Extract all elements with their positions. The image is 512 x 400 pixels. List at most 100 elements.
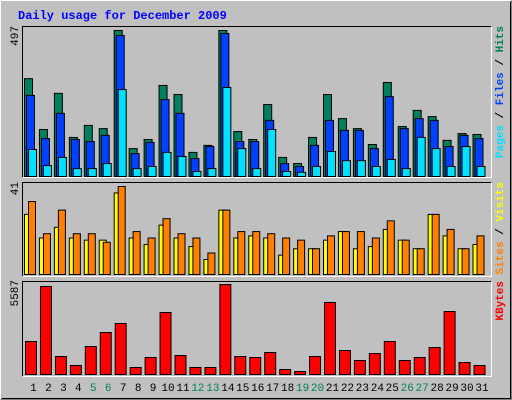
bar [114,322,127,375]
chart-title: Daily usage for December 2009 [18,9,227,23]
bar [147,166,157,177]
bar [192,171,202,178]
x-tick-label: 5 [90,383,97,395]
bar [267,128,277,177]
x-tick-label: 31 [475,383,489,395]
x-tick-label: 2 [45,383,52,395]
bar [174,354,187,375]
x-tick-label: 23 [356,383,369,395]
bar [297,171,307,178]
legend-entry: Visits [495,182,507,222]
x-tick-label: 25 [386,383,399,395]
bar [28,148,37,178]
x-tick-label: 6 [105,383,112,395]
x-tick-label: 11 [176,383,190,395]
bar [249,357,262,375]
legend: KBytes [495,281,507,321]
legend-entry: Pages [495,125,507,158]
bar [312,166,322,177]
bar [207,168,217,177]
x-tick-label: 22 [341,383,354,395]
bar [132,231,141,275]
legend-separator: / [495,222,507,242]
bar [159,311,172,375]
x-tick-label: 17 [266,383,279,395]
bar [129,366,142,376]
bar [356,160,366,178]
panel-edge-light [22,281,492,377]
y-tick-label: 497 [10,26,22,46]
bar [72,233,81,275]
bar [189,366,202,376]
bar [162,151,172,177]
x-tick-label: 26 [401,383,414,395]
bar [237,231,246,275]
bar [222,209,231,275]
bar [102,241,111,275]
bar [252,168,262,177]
x-tick-label: 4 [75,383,82,395]
bar [99,332,112,376]
x-tick-label: 13 [206,383,219,395]
bar [327,151,336,177]
bar [341,160,351,178]
bar [461,146,471,178]
x-tick-label: 1 [30,383,37,395]
bar [207,252,216,276]
x-tick-label: 9 [150,383,157,395]
bar [222,86,232,177]
bar [446,228,455,276]
bar [279,369,292,375]
bar [57,156,67,177]
x-tick-label: 7 [120,383,127,395]
bar [446,166,456,177]
panel-edge-dark [22,26,492,178]
bar [87,233,96,275]
x-tick-label: 19 [296,383,309,395]
bar [28,201,36,275]
bar [473,364,486,376]
bar [25,340,37,375]
bar [69,364,82,376]
x-tick-label: 8 [135,383,142,395]
bar [383,340,396,375]
bar [356,231,365,275]
legend-entry: Hits [495,26,507,52]
x-tick-label: 10 [161,383,174,395]
bar [252,231,261,275]
bar [398,360,411,376]
legend-separator: / [495,52,507,72]
bar [353,360,366,376]
bar [162,218,171,276]
legend-entry: Sites [495,241,507,274]
bar [117,89,127,177]
bar [416,136,426,178]
x-tick-label: 3 [60,383,67,395]
x-tick-label: 27 [416,383,429,395]
bar [87,168,97,177]
legend-separator: / [495,105,507,125]
bar [132,168,142,177]
bar [416,248,425,275]
legend-entry: Files [495,72,507,105]
x-tick-label: 20 [311,383,324,395]
bar [39,285,52,375]
bar [309,356,322,375]
bar [476,235,485,276]
bar [57,209,66,275]
x-tick-label: 24 [371,383,385,395]
x-tick-label: 16 [251,383,264,395]
x-tick-label: 28 [431,383,444,395]
x-tick-label: 15 [236,383,249,395]
x-tick-label: 12 [191,383,204,395]
bar [237,148,247,178]
bar [431,148,441,178]
bar [312,248,321,275]
bar [177,156,187,177]
bar [204,366,217,376]
bar [282,237,291,275]
bar [42,165,52,177]
